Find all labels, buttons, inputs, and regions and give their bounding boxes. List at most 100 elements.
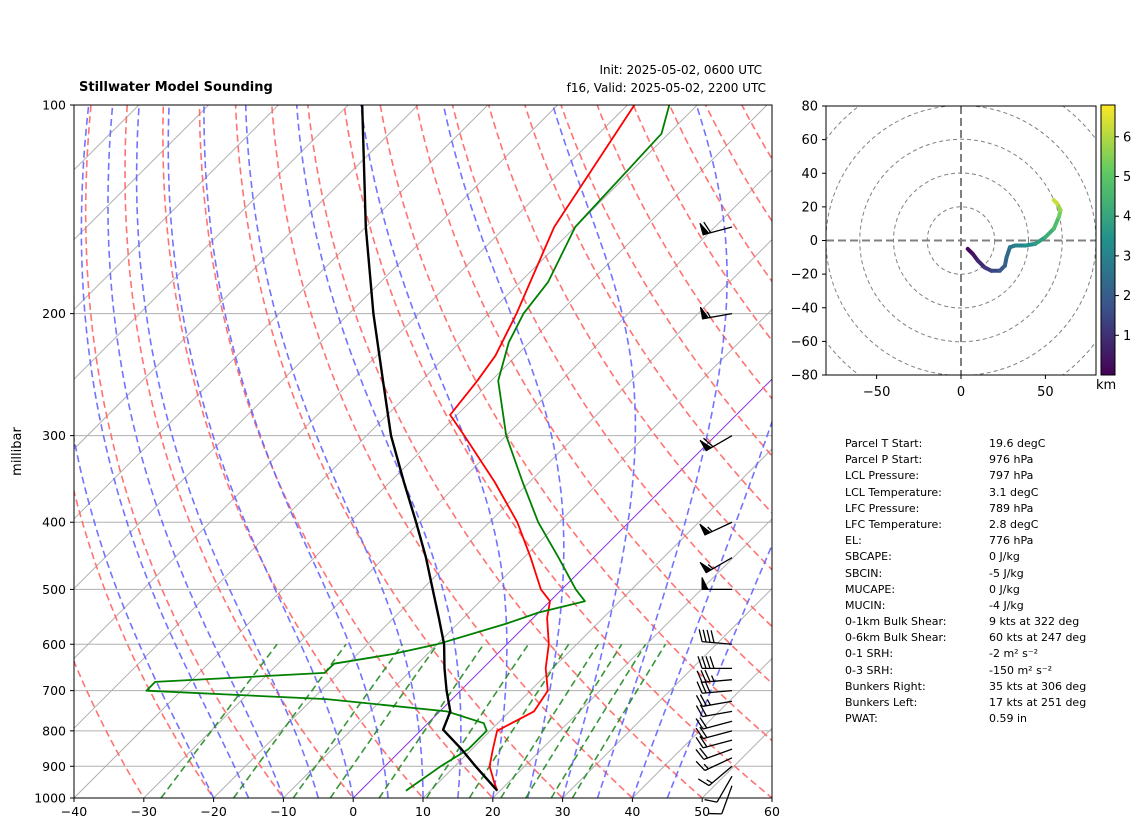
stat-value: 2.8 degC <box>989 517 1039 531</box>
stat-value: -5 J/kg <box>989 566 1024 580</box>
hodograph-ring <box>859 138 1063 343</box>
hodograph-y-tick: 20 <box>801 200 818 215</box>
y-tick-label: 400 <box>42 515 66 530</box>
x-tick-label: 50 <box>694 804 710 819</box>
stat-value: 776 hPa <box>989 534 1034 548</box>
y-tick-label: 200 <box>42 306 66 321</box>
moist-adiabat <box>203 105 389 798</box>
dry-adiabat <box>74 659 145 798</box>
y-tick-label: 800 <box>42 723 66 738</box>
wind-barb <box>699 435 733 452</box>
hodograph-y-tick: −80 <box>791 369 818 384</box>
colorbar-tick: 6 <box>1123 130 1131 145</box>
mixing-ratio-line <box>232 643 347 798</box>
stat-value: 789 hPa <box>989 501 1034 515</box>
isotherm <box>492 518 772 798</box>
colorbar-tick: 4 <box>1123 210 1131 225</box>
stat-label: Parcel P Start: <box>845 453 923 467</box>
stat-label: Bunkers Left: <box>845 696 918 709</box>
stat-value: 797 hPa <box>989 469 1034 483</box>
colorbar-tick: 3 <box>1123 249 1131 264</box>
colorbar-tick: 5 <box>1123 170 1131 185</box>
mixing-ratio-line <box>550 643 647 798</box>
hodograph-x-tick: 50 <box>1037 385 1054 400</box>
stat-value: 17 kts at 251 deg <box>989 696 1087 709</box>
x-tick-label: 40 <box>624 804 640 819</box>
stat-label: SBCAPE: <box>845 550 892 564</box>
hodograph-y-tick: −40 <box>791 301 818 316</box>
hodograph-y-tick: −60 <box>791 335 818 350</box>
stat-label: MUCIN: <box>845 598 886 612</box>
wind-barb <box>699 221 733 236</box>
dry-adiabat <box>74 488 215 798</box>
isotherm <box>283 308 772 798</box>
stat-label: Bunkers Right: <box>845 679 926 693</box>
wind-barb <box>697 656 732 669</box>
y-tick-label: 700 <box>42 683 66 698</box>
stat-value: 35 kts at 306 deg <box>989 679 1087 693</box>
chart-title: Stillwater Model Sounding <box>79 80 273 95</box>
moist-adiabat <box>551 105 637 798</box>
skewt-plot-area <box>74 105 772 798</box>
wind-barb <box>695 735 733 749</box>
stat-label: LCL Pressure: <box>845 469 920 483</box>
parcel-profile <box>361 105 499 792</box>
wind-barb <box>695 694 733 708</box>
dry-adiabat <box>560 105 772 458</box>
colorbar-label: km <box>1096 378 1116 393</box>
mixing-ratio-line <box>468 643 570 798</box>
hodograph-y-tick: −20 <box>791 268 818 283</box>
wind-barb <box>695 717 733 730</box>
mixing-ratio-line <box>329 643 439 798</box>
isotherm <box>213 238 772 798</box>
stat-value: 9 kts at 322 deg <box>989 615 1080 629</box>
x-tick-label: −30 <box>131 804 157 819</box>
stat-label: LFC Pressure: <box>845 501 920 515</box>
stat-label: Parcel T Start: <box>845 437 923 450</box>
moist-adiabat <box>80 105 250 798</box>
y-tick-label: 900 <box>42 759 66 774</box>
wind-barb <box>699 557 733 574</box>
y-tick-label: 100 <box>42 98 66 113</box>
stat-label: SBCIN: <box>845 566 883 580</box>
hodograph-segment <box>1033 235 1048 246</box>
dry-adiabat <box>524 105 772 515</box>
stat-value: 19.6 degC <box>989 437 1046 450</box>
hodograph-y-tick: 80 <box>801 100 818 115</box>
stat-value: 0 J/kg <box>989 550 1020 564</box>
moist-adiabat <box>596 105 728 798</box>
stat-value: 0.59 in <box>989 712 1028 726</box>
dry-adiabat <box>234 105 564 798</box>
dry-adiabat <box>198 105 494 798</box>
moist-adiabat <box>74 434 215 798</box>
x-tick-label: 20 <box>485 804 501 819</box>
mixing-ratio-line <box>378 643 485 798</box>
wind-barb <box>697 765 733 787</box>
hodograph-y-tick: 40 <box>801 167 818 182</box>
isotherm <box>74 105 768 798</box>
hodograph-y-tick: 0 <box>810 234 818 249</box>
mixing-ratio-line <box>571 643 667 798</box>
wind-barb <box>695 726 733 740</box>
wind-barb <box>698 629 733 645</box>
wind-barb <box>709 785 733 815</box>
wind-barb <box>699 521 733 536</box>
stat-label: 0-1 SRH: <box>845 647 894 661</box>
hodograph-area <box>826 106 1096 375</box>
y-tick-label: 600 <box>42 637 66 652</box>
y-tick-label: 300 <box>42 428 66 443</box>
isotherm <box>74 105 489 520</box>
hodograph-plot: −50 0 50 80 60 40 20 0 −20 −40 −60 −80 1 2 3 4 5 6 km <box>791 100 1132 401</box>
y-tick-label: 1000 <box>34 791 66 806</box>
temperature-profile <box>449 105 636 792</box>
stat-label: LCL Temperature: <box>845 485 942 499</box>
wind-barb <box>701 577 732 591</box>
isotherm <box>74 105 349 380</box>
stat-value: 60 kts at 247 deg <box>989 631 1087 645</box>
wind-barb <box>696 669 733 683</box>
skewt-plot: −40 −30 −20 −10 0 10 20 30 40 50 60 1000 900 800 700 60… <box>10 98 780 820</box>
dry-adiabat <box>270 105 634 798</box>
hodograph-y-tick: 60 <box>801 133 818 148</box>
mixing-ratio-line <box>292 643 404 798</box>
